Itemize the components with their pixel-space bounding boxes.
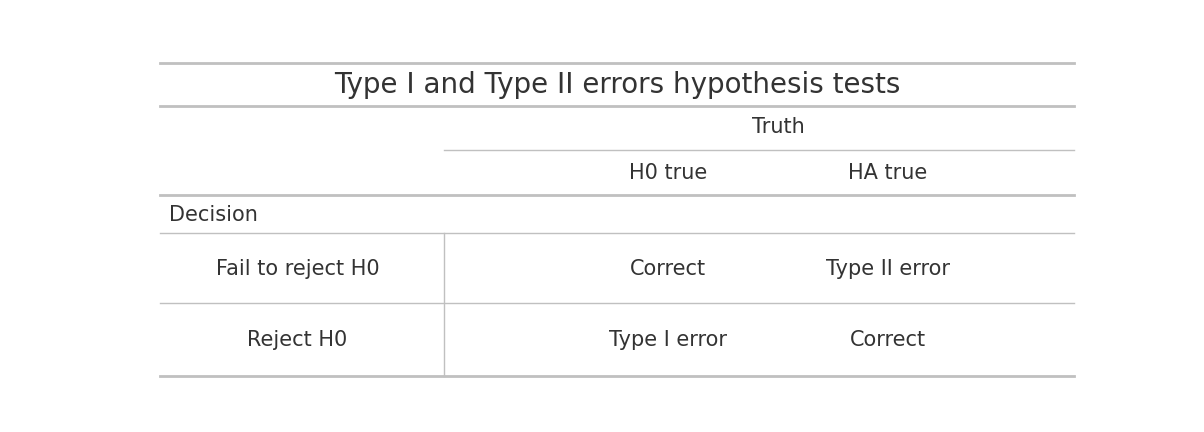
Text: Decision: Decision bbox=[169, 205, 258, 225]
Text: Type I error: Type I error bbox=[609, 330, 727, 350]
Text: Correct: Correct bbox=[631, 259, 707, 279]
Text: Truth: Truth bbox=[751, 118, 804, 137]
Text: HA true: HA true bbox=[848, 162, 927, 183]
Text: Type I and Type II errors hypothesis tests: Type I and Type II errors hypothesis tes… bbox=[334, 71, 901, 99]
Text: Correct: Correct bbox=[850, 330, 926, 350]
Text: H0 true: H0 true bbox=[630, 162, 708, 183]
Text: Type II error: Type II error bbox=[826, 259, 950, 279]
Text: Reject H0: Reject H0 bbox=[247, 330, 348, 350]
Text: Fail to reject H0: Fail to reject H0 bbox=[216, 259, 379, 279]
